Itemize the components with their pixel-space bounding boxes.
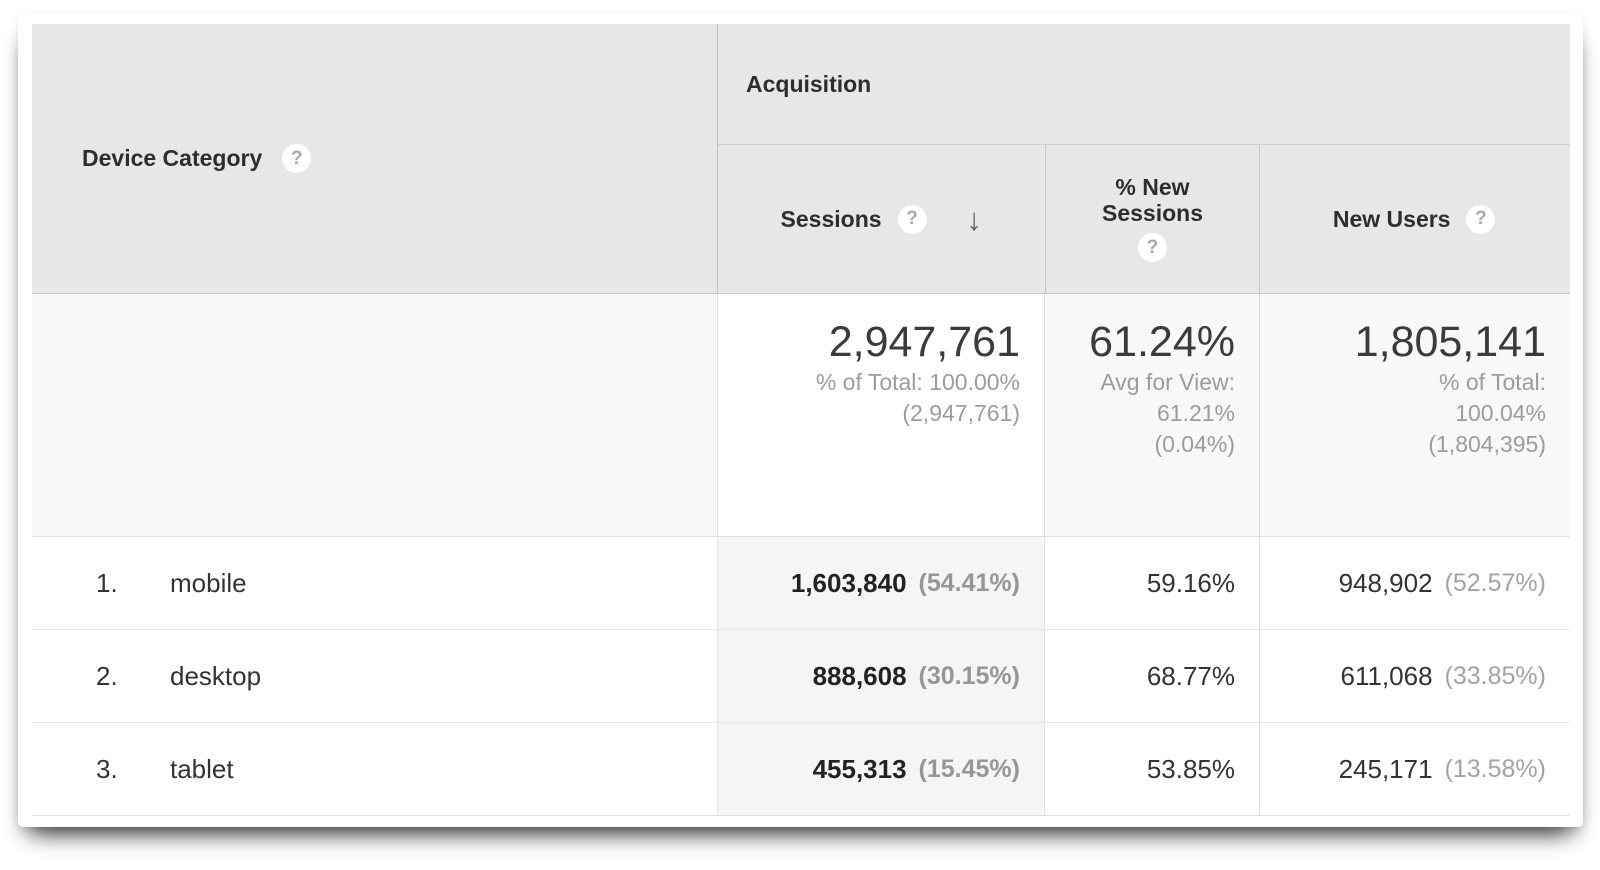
- device-category-table: Device Category ? Acquisition Sessions ?…: [32, 24, 1570, 816]
- sessions-label: Sessions: [780, 205, 882, 232]
- new-users-total-detail: 100.04%: [1455, 400, 1546, 427]
- summary-dimension-cell: [32, 294, 717, 536]
- new-users-percent: (33.85%): [1444, 661, 1546, 690]
- device-cell: 2. desktop: [32, 630, 717, 722]
- table-header: Device Category ? Acquisition Sessions ?…: [32, 24, 1570, 294]
- table-row: 1. mobile 1,603,840 (54.41%) 59.16% 948,…: [32, 537, 1570, 630]
- summary-new-sessions-cell: 61.24% Avg for View: 61.21% (0.04%): [1044, 294, 1259, 536]
- new-users-total-detail: % of Total:: [1439, 369, 1546, 396]
- sessions-cell: 455,313 (15.45%): [717, 723, 1044, 815]
- new-users-cell: 245,171 (13.58%): [1259, 723, 1570, 815]
- new-users-value: 245,171: [1338, 753, 1433, 784]
- sessions-value: 455,313: [812, 753, 907, 784]
- acquisition-label: Acquisition: [746, 70, 872, 97]
- new-users-value: 611,068: [1340, 660, 1433, 691]
- new-sessions-total-detail: 61.21%: [1156, 400, 1235, 427]
- new-sessions-label: % New Sessions: [1101, 173, 1203, 226]
- device-category-label: Device Category: [82, 145, 263, 171]
- table-row: 2. desktop 888,608 (30.15%) 68.77% 611,0…: [32, 630, 1570, 723]
- new-sessions-cell: 68.77%: [1044, 630, 1259, 722]
- new-users-value: 948,902: [1338, 567, 1433, 598]
- new-users-percent: (13.58%): [1444, 754, 1546, 783]
- row-index: 3.: [96, 753, 118, 784]
- sessions-value: 888,608: [812, 660, 907, 691]
- help-icon[interactable]: ?: [280, 142, 314, 175]
- sessions-total-detail: % of Total: 100.00%: [815, 369, 1020, 396]
- device-name: desktop: [170, 660, 262, 691]
- device-cell: 1. mobile: [32, 537, 717, 629]
- new-sessions-value: 53.85%: [1146, 753, 1235, 784]
- summary-row: 2,947,761 % of Total: 100.00% (2,947,761…: [32, 294, 1570, 537]
- sessions-cell: 888,608 (30.15%): [717, 630, 1044, 722]
- sessions-percent: (54.41%): [918, 568, 1020, 597]
- new-users-total-detail: (1,804,395): [1428, 431, 1546, 458]
- acquisition-header-group: Acquisition Sessions ? ↓ % New Sessions …: [717, 24, 1570, 293]
- new-users-cell: 948,902 (52.57%): [1259, 537, 1570, 629]
- new-users-percent: (52.57%): [1444, 568, 1546, 597]
- new-sessions-value: 59.16%: [1146, 567, 1235, 598]
- metric-header-row: Sessions ? ↓ % New Sessions ? New Users …: [718, 145, 1570, 293]
- sessions-percent: (30.15%): [918, 661, 1020, 690]
- new-sessions-total: 61.24%: [1089, 318, 1235, 366]
- column-header-sessions[interactable]: Sessions ? ↓: [718, 145, 1045, 293]
- new-users-total: 1,805,141: [1354, 318, 1546, 366]
- help-icon[interactable]: ?: [895, 202, 929, 236]
- column-header-device-category[interactable]: Device Category ?: [32, 24, 717, 293]
- summary-new-users-cell: 1,805,141 % of Total: 100.04% (1,804,395…: [1259, 294, 1570, 536]
- new-users-label: New Users: [1332, 205, 1451, 232]
- sort-descending-icon[interactable]: ↓: [966, 201, 983, 237]
- device-name: tablet: [170, 753, 234, 784]
- group-header-acquisition: Acquisition: [718, 24, 1570, 145]
- device-name: mobile: [170, 567, 247, 598]
- new-sessions-total-detail: Avg for View:: [1100, 369, 1235, 396]
- sessions-total-detail: (2,947,761): [902, 400, 1020, 427]
- sessions-percent: (15.45%): [918, 754, 1020, 783]
- new-users-cell: 611,068 (33.85%): [1259, 630, 1570, 722]
- new-sessions-cell: 53.85%: [1044, 723, 1259, 815]
- column-header-new-sessions[interactable]: % New Sessions ?: [1044, 145, 1260, 293]
- sessions-cell: 1,603,840 (54.41%): [717, 537, 1044, 629]
- column-header-new-users[interactable]: New Users ?: [1259, 145, 1570, 293]
- new-sessions-value: 68.77%: [1146, 660, 1235, 691]
- row-index: 1.: [96, 567, 118, 598]
- summary-sessions-cell: 2,947,761 % of Total: 100.00% (2,947,761…: [717, 294, 1044, 536]
- table-row: 3. tablet 455,313 (15.45%) 53.85% 245,17…: [32, 723, 1570, 816]
- device-cell: 3. tablet: [32, 723, 717, 815]
- help-icon[interactable]: ?: [1464, 202, 1498, 236]
- sessions-total: 2,947,761: [828, 318, 1020, 366]
- analytics-table-card: Device Category ? Acquisition Sessions ?…: [18, 12, 1583, 827]
- help-icon[interactable]: ?: [1135, 231, 1169, 265]
- row-index: 2.: [96, 660, 118, 691]
- sessions-value: 1,603,840: [790, 567, 907, 598]
- new-sessions-cell: 59.16%: [1044, 537, 1259, 629]
- new-sessions-total-detail: (0.04%): [1154, 431, 1235, 458]
